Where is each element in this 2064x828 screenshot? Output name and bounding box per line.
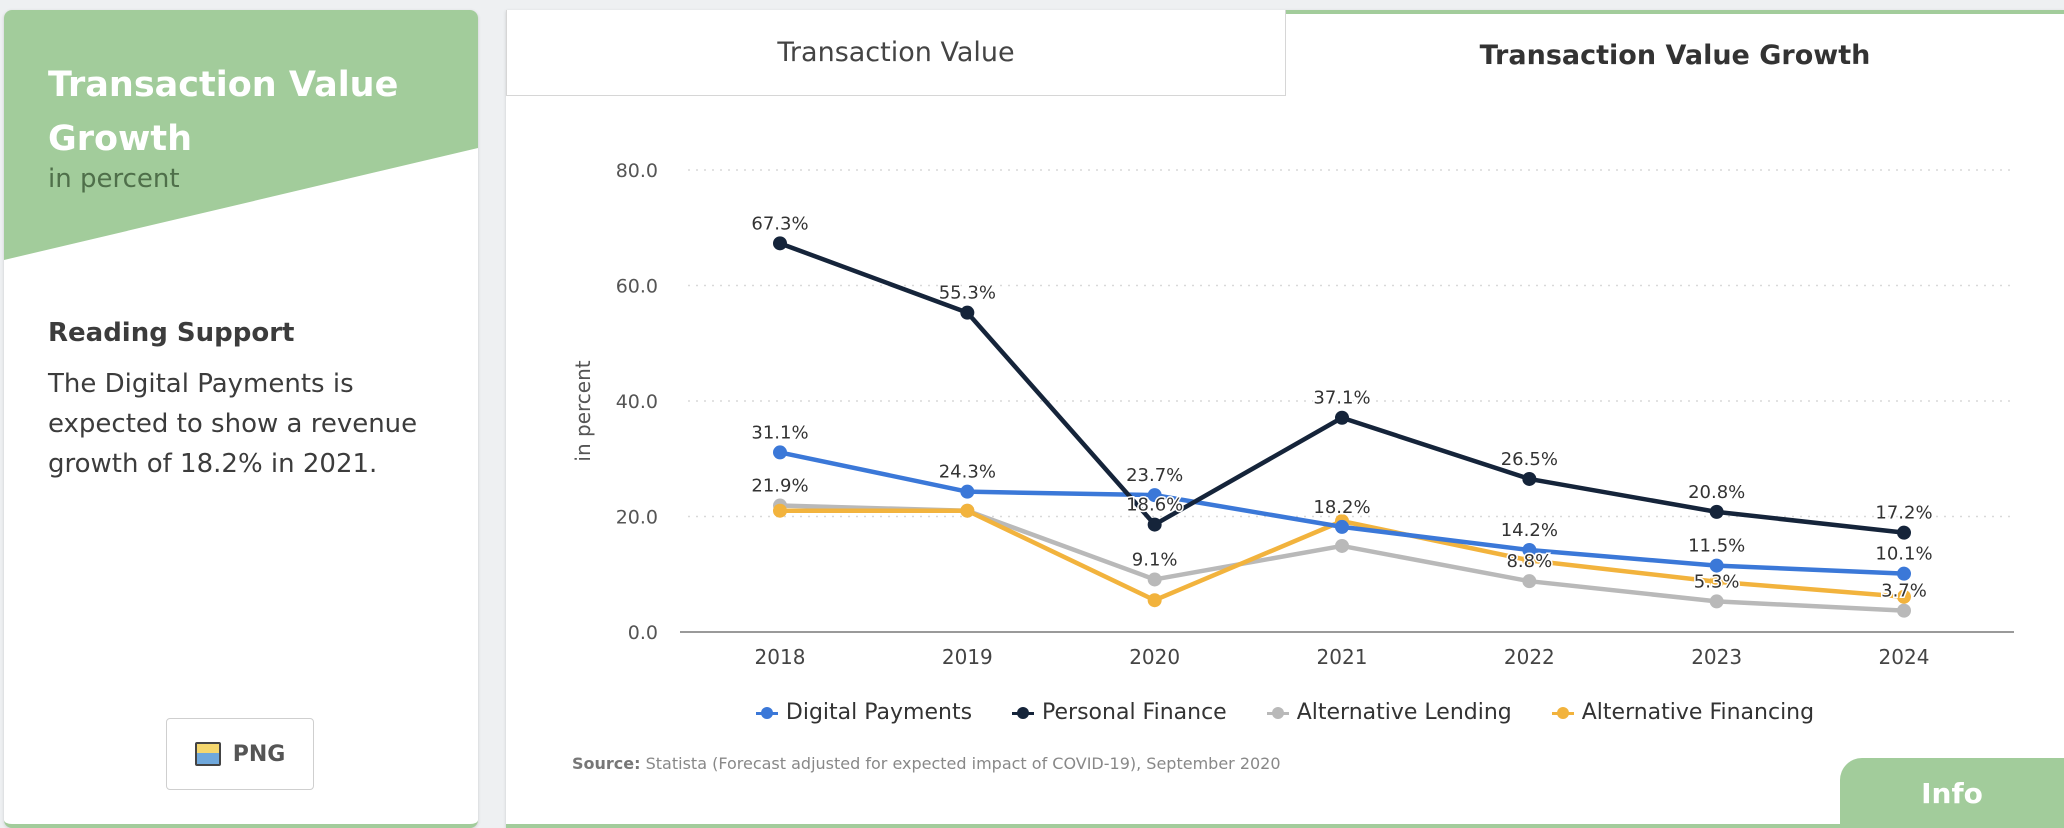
x-tick-label: 2022 <box>1504 645 1555 669</box>
info-panel: Transaction Value Growth in percent Read… <box>4 10 478 828</box>
source-text: Statista (Forecast adjusted for expected… <box>645 754 1281 773</box>
data-point <box>1147 572 1162 587</box>
data-label: 3.7% <box>1881 581 1927 602</box>
y-axis-label: in percent <box>571 360 595 461</box>
data-point <box>773 445 787 460</box>
data-label: 18.6% <box>1126 495 1183 516</box>
legend-item[interactable]: Personal Finance <box>1012 700 1227 725</box>
legend-label: Alternative Lending <box>1296 700 1512 725</box>
image-icon <box>194 742 221 766</box>
x-tick-label: 2018 <box>755 645 806 669</box>
data-label: 26.5% <box>1501 449 1558 470</box>
data-point <box>960 484 975 499</box>
legend-item[interactable]: Alternative Financing <box>1551 700 1815 725</box>
data-label: 18.2% <box>1313 497 1370 518</box>
data-point <box>1709 558 1724 573</box>
legend-item[interactable]: Alternative Lending <box>1266 700 1512 725</box>
legend-marker-icon <box>1012 706 1035 719</box>
data-point <box>1709 504 1724 519</box>
info-button-label: Info <box>1921 776 1983 810</box>
panel-subtitle: in percent <box>48 164 180 194</box>
data-point <box>1522 542 1537 557</box>
data-point <box>773 503 787 518</box>
data-point <box>1709 574 1724 589</box>
data-point <box>1522 553 1537 568</box>
data-point <box>1335 519 1349 534</box>
data-label: 23.7% <box>1126 465 1183 486</box>
data-point <box>960 503 975 518</box>
y-tick-label: 40.0 <box>616 391 658 413</box>
data-point <box>1147 488 1162 503</box>
data-label: 10.1% <box>1875 544 1932 565</box>
data-label: 67.3% <box>751 213 808 234</box>
x-tick-label: 2019 <box>942 645 993 669</box>
data-label: 11.5% <box>1688 536 1745 557</box>
download-png-button[interactable]: PNG <box>166 718 314 790</box>
legend-marker-icon <box>1266 706 1289 719</box>
legend-marker-icon <box>755 706 778 719</box>
line-chart: 0.0 20.0 40.0 60.0 80.0 2018 2019 2020 2021 2022 2… <box>571 160 2014 669</box>
legend-label: Alternative Financing <box>1581 700 1815 725</box>
panel-title: Transaction Value Growth <box>48 65 399 159</box>
y-tick-label: 80.0 <box>616 160 658 182</box>
data-label: 20.8% <box>1688 482 1745 503</box>
x-tick-label: 2021 <box>1317 645 1368 669</box>
y-tick-label: 20.0 <box>616 507 658 529</box>
data-label: 37.1% <box>1313 388 1370 409</box>
data-point <box>773 236 787 251</box>
data-point <box>1522 574 1537 589</box>
data-point <box>1897 566 1911 581</box>
tab-label: Transaction Value <box>777 37 1015 68</box>
x-tick-label: 2024 <box>1879 645 1930 669</box>
data-label: 8.8% <box>1506 551 1552 572</box>
data-label: 17.2% <box>1875 503 1932 524</box>
reading-support-text: The Digital Payments is expected to show… <box>48 369 418 479</box>
data-point <box>1709 594 1724 609</box>
data-label: 55.3% <box>939 283 996 304</box>
y-tick-label: 60.0 <box>616 276 658 298</box>
data-point <box>1897 525 1911 540</box>
data-point <box>960 305 975 320</box>
chart-legend: Digital Payments Personal Finance Alternat… <box>506 700 2064 725</box>
y-tick-label: 0.0 <box>628 622 658 644</box>
legend-label: Personal Finance <box>1042 700 1227 725</box>
data-point <box>1897 589 1911 604</box>
data-point <box>1147 593 1162 608</box>
data-label: 9.1% <box>1132 549 1178 570</box>
legend-marker-icon <box>1551 706 1574 719</box>
x-tick-label: 2020 <box>1129 645 1180 669</box>
tab-transaction-value-growth[interactable]: Transaction Value Growth <box>1286 10 2064 96</box>
legend-item[interactable]: Digital Payments <box>755 700 973 725</box>
data-point <box>1147 517 1162 532</box>
x-tick-label: 2023 <box>1691 645 1742 669</box>
data-label: 31.1% <box>751 422 808 443</box>
tab-transaction-value[interactable]: Transaction Value <box>506 10 1286 96</box>
reading-support-heading: Reading Support <box>48 318 295 348</box>
data-point <box>1335 410 1349 425</box>
info-button[interactable]: Info <box>1840 758 2064 824</box>
tab-label: Transaction Value Growth <box>1479 39 1871 71</box>
source-note: Source: Statista (Forecast adjusted for … <box>572 754 1281 773</box>
data-point <box>1522 471 1537 486</box>
png-button-label: PNG <box>232 741 286 767</box>
data-label: 21.9% <box>751 476 808 497</box>
legend-label: Digital Payments <box>785 700 973 725</box>
data-label: 24.3% <box>939 462 996 483</box>
data-label: 14.2% <box>1501 520 1558 541</box>
source-prefix: Source: <box>572 754 641 773</box>
data-point <box>1897 603 1911 618</box>
chart-panel: Transaction Value Transaction Value Grow… <box>506 10 2064 828</box>
data-label: 5.3% <box>1694 571 1740 592</box>
data-point <box>1335 538 1349 553</box>
